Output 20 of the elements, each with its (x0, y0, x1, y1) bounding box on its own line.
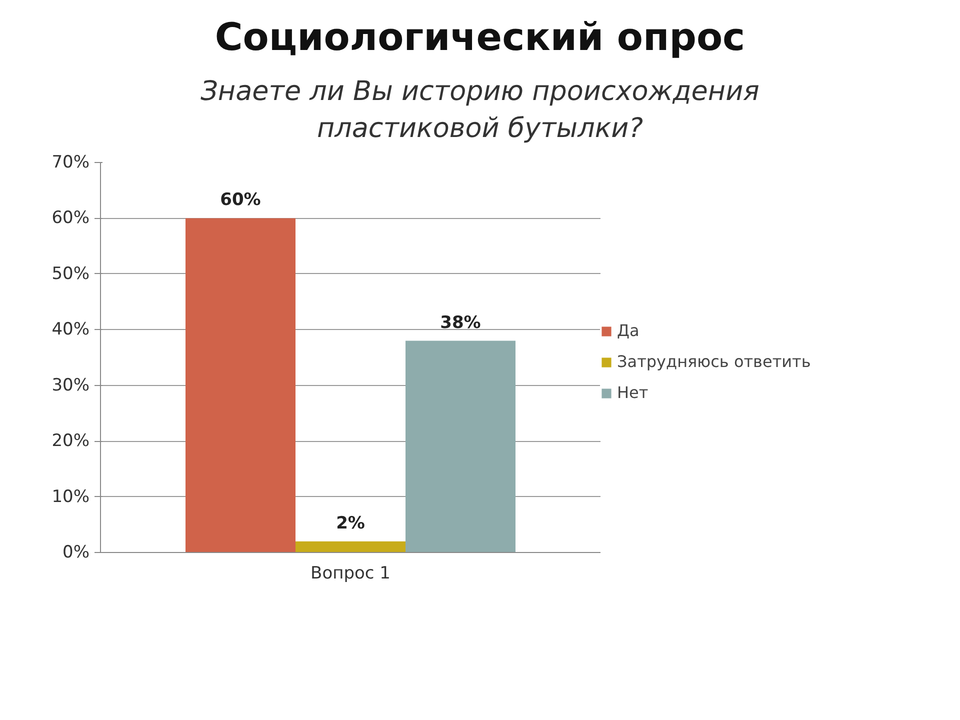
data-label: 60% (220, 190, 261, 210)
y-tick-label: 40% (52, 320, 90, 340)
chart-title: Социологический опрос (214, 14, 746, 61)
y-tick-label: 10% (52, 486, 90, 507)
legend-label: Да (617, 321, 640, 340)
x-tick-label: Вопрос 1 (310, 564, 390, 584)
y-tick-label: 60% (52, 208, 90, 228)
bar (406, 340, 516, 553)
bar (296, 542, 406, 553)
y-tick-label: 0% (62, 542, 90, 563)
bar (186, 218, 296, 553)
y-tick-label: 50% (52, 264, 90, 284)
chart-subtitle: Знаете ли Вы историю происхождения пластиковой бутылки? (200, 75, 760, 146)
data-label: 2% (336, 514, 365, 534)
legend-label: Нет (617, 383, 648, 402)
data-label: 38% (440, 312, 481, 333)
legend-label: Затрудняюсь ответить (617, 352, 811, 372)
y-tick-label: 30% (52, 376, 90, 396)
y-tick-label: 20% (52, 431, 90, 452)
y-tick-label: 70% (52, 152, 90, 173)
